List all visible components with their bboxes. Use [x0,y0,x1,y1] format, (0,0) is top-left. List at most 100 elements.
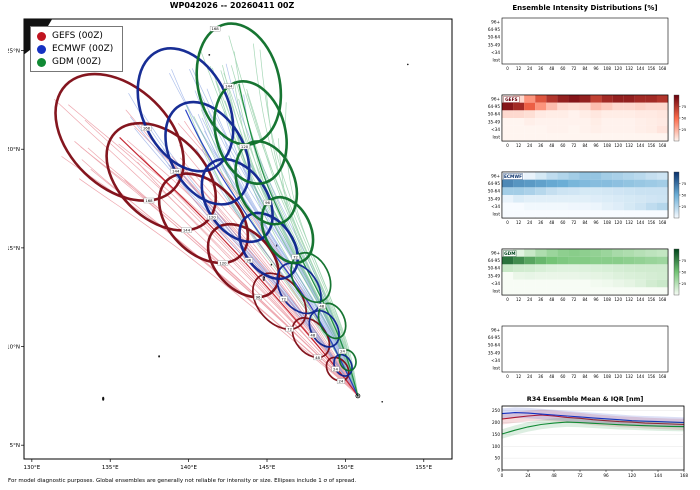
svg-text:24: 24 [338,378,343,383]
svg-text:108: 108 [603,220,611,225]
svg-text:0: 0 [506,220,509,225]
svg-text:96: 96 [603,473,609,478]
svg-text:lost: lost [492,135,500,140]
storm-start-marker [355,393,361,399]
svg-text:35-49: 35-49 [488,119,501,124]
svg-text:35-49: 35-49 [488,42,501,47]
svg-text:156: 156 [648,374,656,379]
svg-text:96: 96 [594,66,600,71]
svg-text:144: 144 [637,374,645,379]
svg-text:25: 25 [682,281,687,286]
map-plot: 24 48 72 96 120 144 168 24 48 72 96 120 144 168 24 48 72… [24,19,409,403]
svg-text:168: 168 [145,198,153,203]
svg-text:72: 72 [571,374,577,379]
svg-text:25°N: 25°N [8,49,20,55]
svg-text:96: 96 [594,374,600,379]
svg-text:48: 48 [549,143,555,148]
svg-text:120: 120 [628,473,636,478]
svg-text:120: 120 [614,297,622,302]
svg-text:48: 48 [310,333,315,338]
svg-text:5°N: 5°N [10,443,20,449]
svg-text:64-95: 64-95 [488,104,501,109]
svg-text:156: 156 [648,66,656,71]
svg-text:132: 132 [625,143,633,148]
svg-text:36: 36 [538,143,544,148]
svg-text:lost: lost [492,289,500,294]
svg-text:24: 24 [333,366,338,371]
svg-text:48: 48 [549,220,555,225]
svg-text:144: 144 [637,297,645,302]
svg-text:lost: lost [492,366,500,371]
svg-text:35-49: 35-49 [488,196,501,201]
colorbar [673,248,680,296]
intensity-canvas: 96+ 64-95 50-64 35-49 <34 lost 0 12 24 36 48 60 72 84… [488,17,688,478]
svg-text:96+: 96+ [491,96,500,101]
svg-text:200: 200 [492,420,500,425]
svg-text:0: 0 [506,143,509,148]
legend-item: ECMWF (00Z) [37,44,113,54]
legend-label: ECMWF (00Z) [52,44,114,54]
svg-text:168: 168 [143,125,151,130]
svg-text:84: 84 [582,66,588,71]
svg-text:96+: 96+ [491,173,500,178]
svg-text:50-64: 50-64 [488,112,501,117]
svg-text:35-49: 35-49 [488,350,501,355]
intensity_ecmwf-cells [502,172,669,219]
svg-text:<34: <34 [491,204,500,209]
svg-text:120: 120 [614,220,622,225]
gdm-mean-line [501,421,685,435]
svg-text:84: 84 [582,143,588,148]
svg-text:24: 24 [527,66,533,71]
svg-text:108: 108 [603,297,611,302]
svg-text:64-95: 64-95 [488,181,501,186]
svg-text:<34: <34 [491,281,500,286]
svg-text:144: 144 [183,228,191,233]
r34-frame [501,405,685,471]
svg-text:ECMWF: ECMWF [504,174,522,180]
panel-empty [501,17,669,65]
svg-text:GEFS: GEFS [505,97,518,103]
svg-text:120: 120 [241,144,249,149]
svg-text:72: 72 [571,220,577,225]
svg-text:48: 48 [319,303,324,308]
model-chip [503,250,517,257]
svg-text:<34: <34 [491,127,500,132]
svg-text:155°E: 155°E [415,465,432,471]
svg-text:12: 12 [516,220,522,225]
svg-text:168: 168 [659,374,667,379]
svg-text:96+: 96+ [491,327,500,332]
svg-text:12: 12 [516,297,522,302]
gefs-ellipse-labels: 24 48 72 96 120 144 168 [143,197,345,384]
svg-text:250: 250 [492,408,500,413]
svg-text:72: 72 [293,254,298,259]
svg-text:lost: lost [492,212,500,217]
svg-text:96: 96 [594,297,600,302]
svg-text:48: 48 [549,297,555,302]
svg-text:72: 72 [281,296,286,301]
svg-text:96+: 96+ [491,250,500,255]
svg-text:144: 144 [637,66,645,71]
svg-text:120: 120 [614,143,622,148]
svg-text:24: 24 [527,143,533,148]
legend-item: GEFS (00Z) [37,31,113,41]
svg-text:168: 168 [659,143,667,148]
svg-text:48: 48 [549,66,555,71]
svg-text:24: 24 [527,220,533,225]
map-legend: GEFS (00Z) ECMWF (00Z) GDM (00Z) [30,26,124,72]
svg-text:12: 12 [516,143,522,148]
legend-label: GEFS (00Z) [52,31,103,41]
svg-text:72: 72 [571,66,577,71]
svg-text:96: 96 [265,200,270,205]
svg-text:84: 84 [582,297,588,302]
svg-text:120: 120 [614,66,622,71]
legend-swatch-icon [37,31,46,41]
svg-text:50: 50 [682,269,687,274]
svg-text:120: 120 [219,260,227,265]
svg-text:132: 132 [625,297,633,302]
svg-text:150: 150 [492,432,500,437]
track-map-canvas: 130°E 135°E 140°E 145°E 150°E 155°E 5°N 10°N 15°… [8,18,453,471]
gefs-mean-track [119,136,359,397]
svg-text:25: 25 [682,127,687,132]
svg-text:20°N: 20°N [8,147,20,153]
svg-text:0: 0 [506,297,509,302]
